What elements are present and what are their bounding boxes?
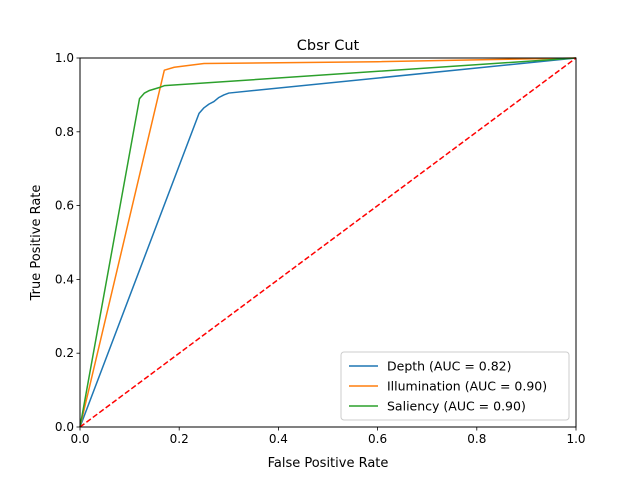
y-tick-label: 1.0 [55,51,74,65]
x-tick-label: 0.0 [70,432,89,446]
x-tick-label: 0.8 [467,432,486,446]
x-axis-label: False Positive Rate [268,456,389,471]
x-axis: 0.0 0.2 0.4 0.6 0.8 1.0 [70,427,586,446]
y-tick-label: 0.8 [55,125,74,139]
x-tick-label: 1.0 [566,432,585,446]
series-line-1 [79,57,577,428]
y-tick-label: 0.0 [55,420,74,434]
x-tick-label: 0.2 [170,432,189,446]
y-tick-label: 0.4 [55,272,74,286]
y-axis-label: True Positive Rate [29,185,44,302]
x-tick-label: 0.6 [368,432,387,446]
series-layer [79,57,577,428]
legend-label-0: Depth (AUC = 0.82) [387,359,511,374]
reference-diagonal-line [79,57,577,428]
plot-area-frame [79,57,577,428]
chart-title: Cbsr Cut [297,38,360,54]
y-axis: 0.0 0.2 0.4 0.6 0.8 1.0 [55,51,80,434]
series-line-2 [79,57,577,428]
legend-box [340,351,570,421]
y-tick-label: 0.6 [55,199,74,213]
x-tick-label: 0.4 [269,432,288,446]
legend-label-1: Illumination (AUC = 0.90) [387,379,547,394]
y-tick-label: 0.2 [55,346,74,360]
series-line-0 [79,57,577,428]
legend: Depth (AUC = 0.82) Illumination (AUC = 0.… [340,351,570,421]
legend-label-2: Saliency (AUC = 0.90) [387,399,526,414]
